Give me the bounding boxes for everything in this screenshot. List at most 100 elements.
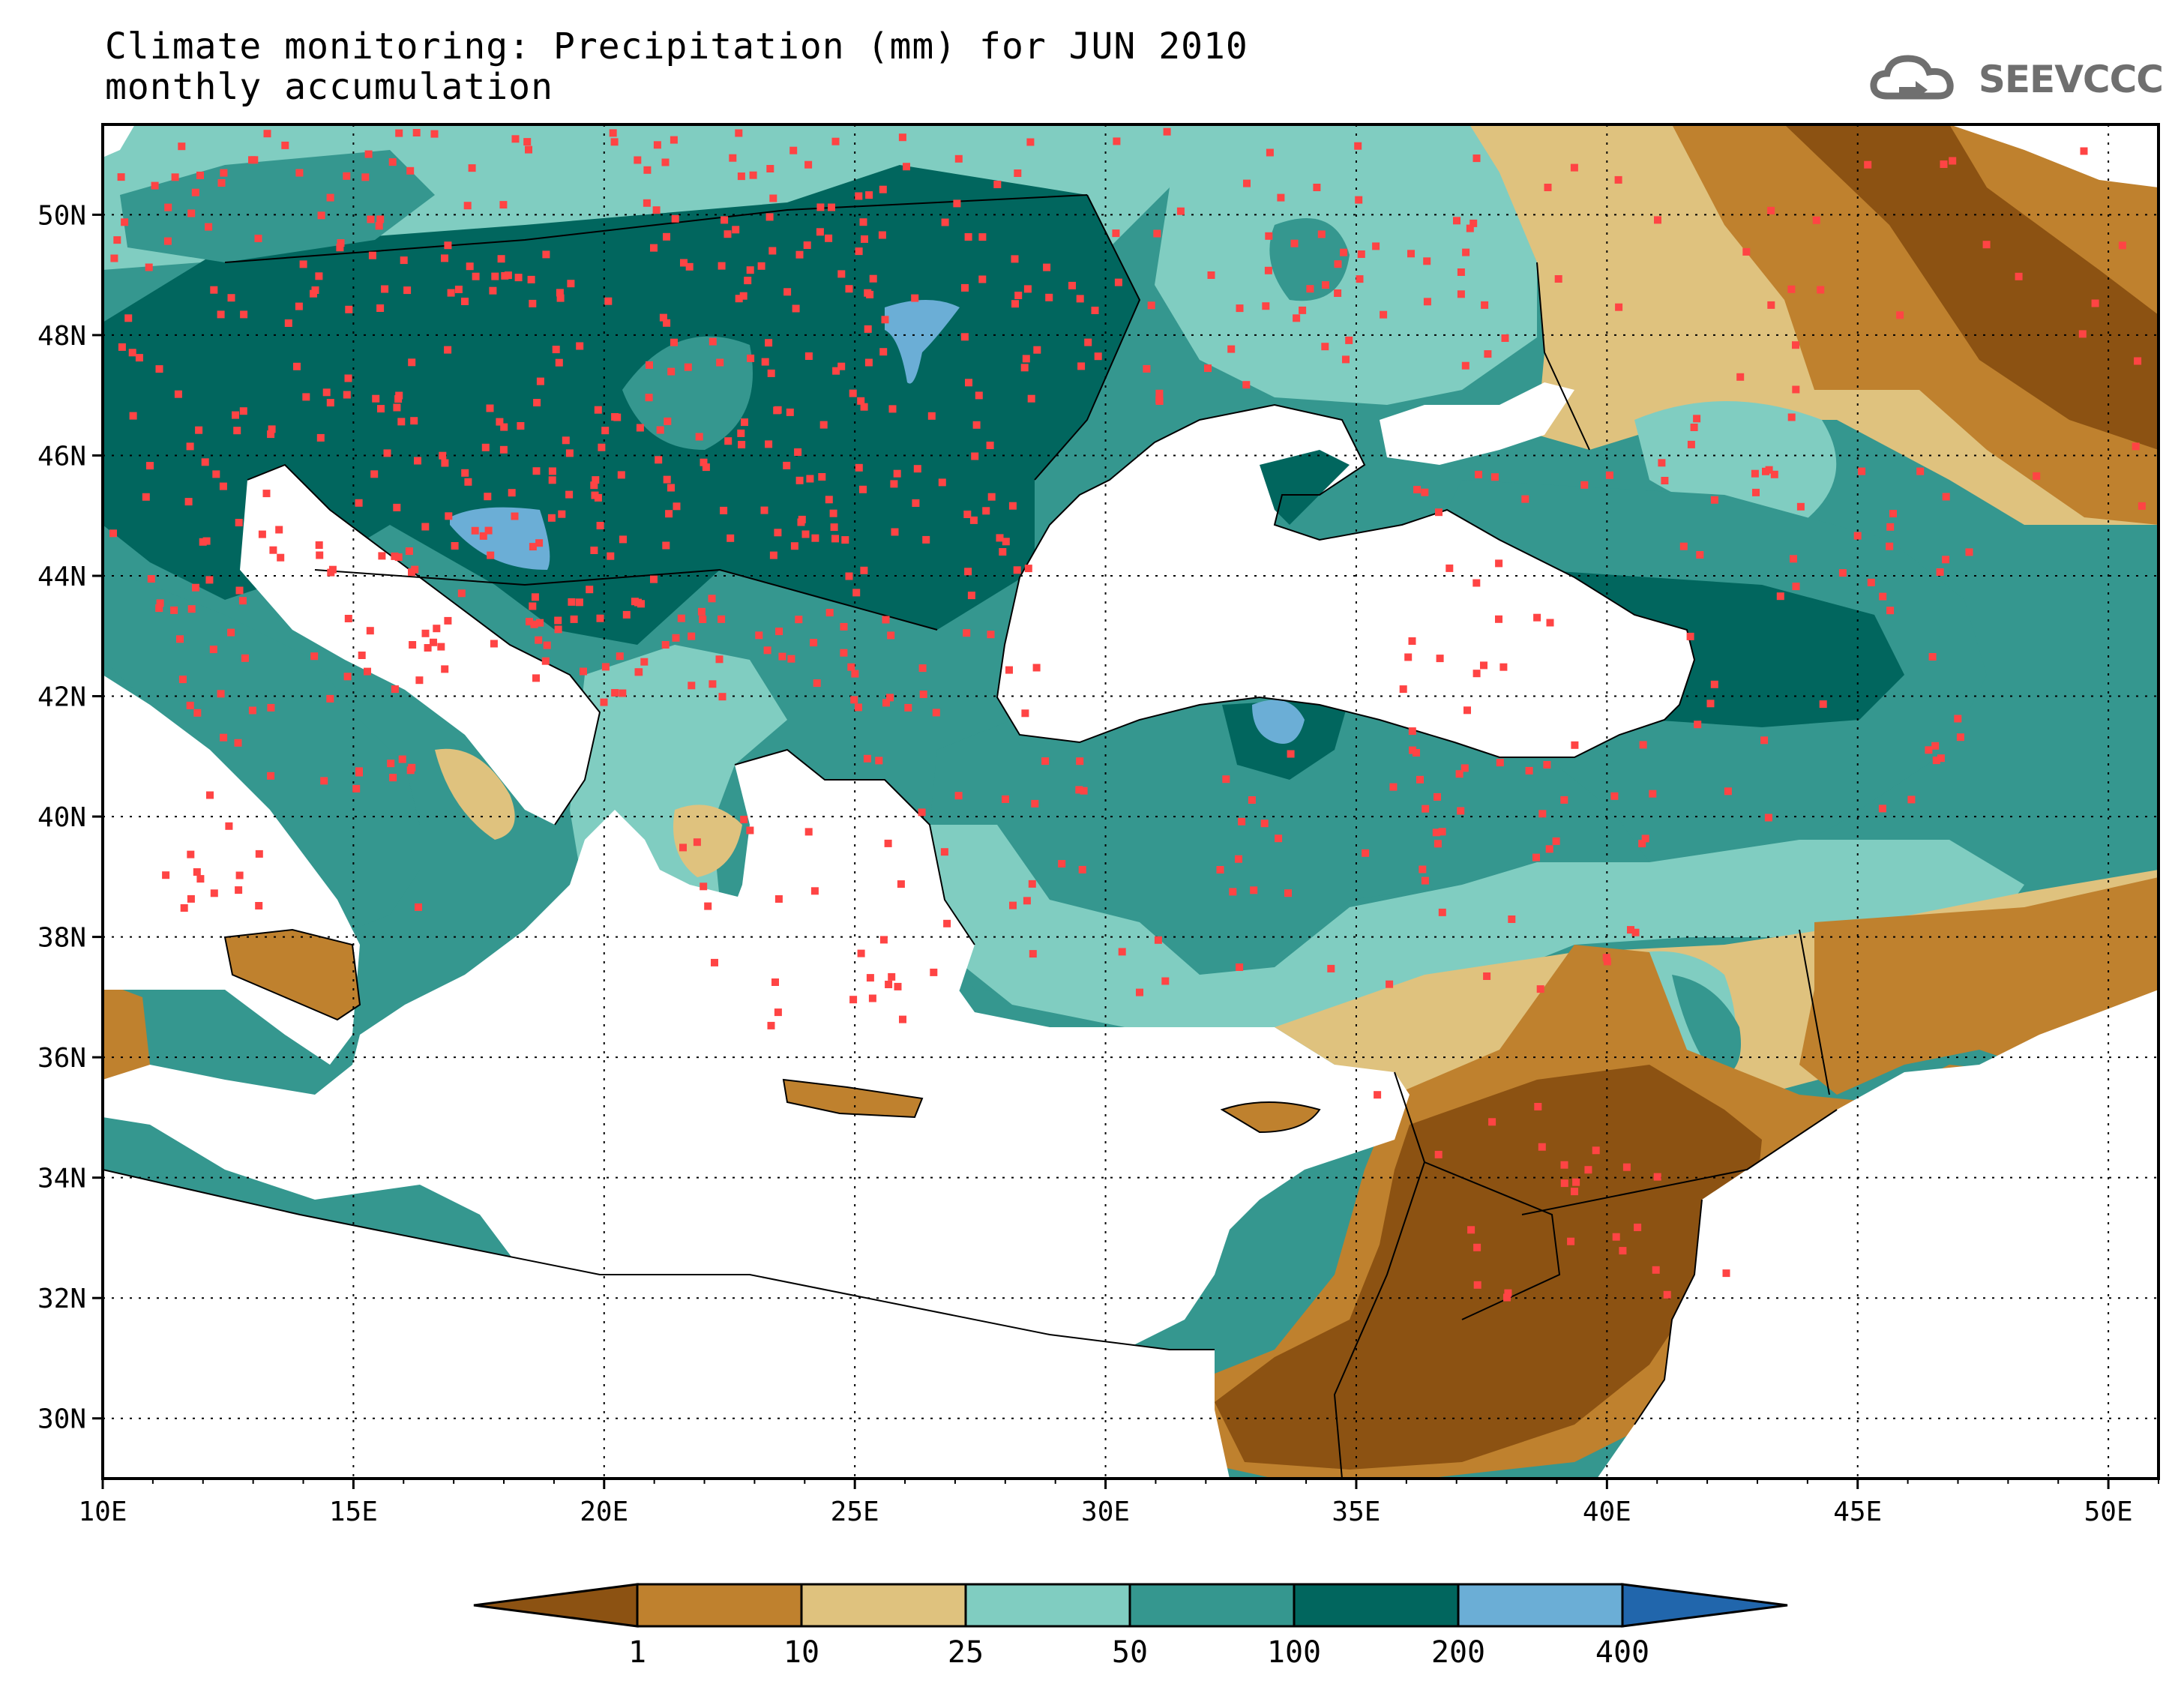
station-marker: [220, 169, 228, 177]
station-marker: [721, 216, 729, 224]
colorbar-box: [800, 1583, 967, 1628]
station-marker: [741, 418, 748, 427]
station-marker: [801, 530, 810, 538]
station-marker: [352, 784, 361, 793]
station-marker: [217, 690, 225, 698]
station-marker: [891, 528, 899, 536]
station-marker: [1584, 1166, 1592, 1174]
station-marker: [377, 405, 385, 413]
station-marker: [894, 982, 902, 990]
station-marker: [1434, 793, 1441, 801]
colorbar-legend: 1 10 25 50 100 200 400: [473, 1583, 1788, 1670]
station-marker: [1342, 355, 1350, 364]
station-marker: [548, 476, 556, 484]
station-marker: [811, 534, 819, 542]
station-marker: [1776, 592, 1784, 601]
station-marker: [1819, 700, 1827, 709]
lat-tick-label: 44N: [37, 562, 86, 592]
station-marker: [556, 289, 564, 297]
station-marker: [367, 215, 375, 223]
station-marker: [523, 138, 532, 146]
station-marker: [708, 595, 716, 603]
station-marker: [699, 616, 707, 623]
station-marker: [680, 259, 688, 267]
station-marker: [849, 389, 857, 397]
station-marker: [1362, 849, 1370, 857]
station-marker: [1032, 664, 1041, 672]
station-marker: [463, 202, 472, 210]
station-marker: [790, 542, 798, 550]
station-marker: [1118, 948, 1126, 956]
station-marker: [541, 657, 550, 665]
station-marker: [1767, 301, 1775, 309]
station-marker: [1161, 977, 1170, 985]
station-marker: [415, 676, 424, 685]
station-marker: [225, 822, 233, 830]
station-marker: [135, 354, 143, 362]
station-marker: [155, 604, 163, 613]
station-marker: [178, 142, 186, 151]
station-marker: [295, 302, 303, 310]
station-marker: [421, 523, 430, 531]
station-marker: [646, 361, 653, 369]
station-marker: [738, 441, 746, 448]
lon-tick-label: 20E: [580, 1497, 628, 1527]
station-marker: [186, 701, 194, 709]
station-marker: [670, 136, 678, 144]
station-marker: [484, 526, 493, 535]
station-marker: [255, 849, 263, 858]
station-marker: [530, 620, 538, 628]
station-marker: [1076, 757, 1084, 766]
station-marker: [486, 404, 494, 412]
station-marker: [444, 616, 452, 625]
station-marker: [454, 286, 463, 293]
station-marker: [1204, 364, 1212, 373]
station-marker: [740, 816, 748, 823]
station-marker: [315, 272, 323, 280]
latitude-axis: 30N 32N 34N 36N 38N 40N 42N 44N 46N 48N 50N: [37, 200, 103, 1435]
station-marker: [146, 462, 154, 470]
station-marker: [1002, 795, 1009, 803]
station-marker: [1867, 578, 1875, 586]
station-marker: [1764, 814, 1772, 822]
station-marker: [196, 171, 204, 179]
station-marker: [1407, 250, 1415, 258]
station-marker: [978, 233, 987, 241]
station-marker: [1321, 343, 1329, 351]
station-marker: [205, 576, 214, 584]
station-marker: [1501, 334, 1509, 342]
station-marker: [565, 449, 574, 457]
station-marker: [1155, 397, 1164, 405]
station-marker: [1422, 805, 1430, 813]
station-marker: [685, 262, 694, 271]
station-marker: [336, 244, 344, 252]
station-marker: [192, 583, 199, 592]
station-marker: [1792, 341, 1799, 349]
station-marker: [860, 566, 868, 574]
station-marker: [535, 539, 544, 547]
station-marker: [345, 305, 353, 313]
station-marker: [837, 362, 846, 370]
station-marker: [643, 166, 652, 174]
station-marker: [487, 551, 495, 559]
station-marker: [619, 535, 627, 544]
station-marker: [378, 552, 386, 560]
station-marker: [594, 493, 602, 502]
lat-tick-label: 50N: [37, 200, 86, 231]
station-marker: [774, 1008, 782, 1017]
station-marker: [217, 310, 225, 319]
station-marker: [156, 599, 164, 607]
station-marker: [2091, 299, 2099, 307]
station-marker: [1020, 364, 1029, 372]
station-marker: [451, 542, 459, 550]
station-marker: [1243, 179, 1251, 187]
station-marker: [868, 994, 876, 1002]
station-marker: [147, 575, 155, 583]
station-marker: [592, 476, 600, 484]
station-marker: [1235, 855, 1242, 863]
station-marker: [888, 972, 896, 981]
station-marker: [1423, 298, 1431, 306]
station-marker: [258, 530, 266, 538]
station-marker: [918, 808, 926, 817]
station-marker: [1043, 263, 1051, 271]
